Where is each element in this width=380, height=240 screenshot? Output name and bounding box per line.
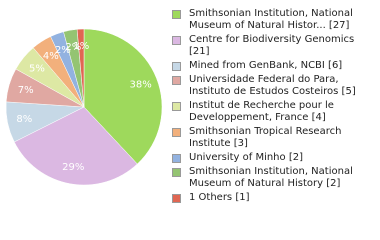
legend-swatch	[172, 76, 181, 85]
legend-label: Smithsonian Institution, National Museum…	[189, 8, 353, 31]
data-label: 2%	[65, 42, 81, 53]
data-label: 5%	[29, 63, 45, 74]
legend-swatch	[172, 154, 181, 163]
legend-swatch	[172, 168, 181, 177]
pie-slice	[76, 28, 85, 108]
data-label: 8%	[16, 114, 32, 125]
data-label: 7%	[18, 85, 34, 96]
data-label: 29%	[62, 162, 84, 173]
legend-label: 1 Others [1]	[189, 192, 250, 203]
legend-item: Mined from GenBank, NCBI [6]	[172, 60, 377, 72]
legend-swatch	[172, 62, 181, 71]
legend-label: University of Minho [2]	[189, 152, 303, 163]
legend-item: Smithsonian Institution, National Museum…	[172, 166, 377, 190]
legend-swatch	[172, 128, 181, 137]
legend: Smithsonian Institution, National Museum…	[172, 8, 377, 204]
legend-label: Centre for Biodiversity Genomics [21]	[189, 34, 355, 57]
legend-item: University of Minho [2]	[172, 152, 377, 164]
legend-swatch	[172, 102, 181, 111]
legend-label: Institut de Recherche pour le Developpem…	[189, 100, 334, 123]
data-label: 1%	[73, 41, 89, 52]
legend-swatch	[172, 36, 181, 45]
legend-label: Smithsonian Tropical Research Institute …	[189, 126, 342, 149]
legend-label: Universidade Federal do Para, Instituto …	[189, 74, 356, 97]
legend-label: Mined from GenBank, NCBI [6]	[189, 60, 343, 71]
pie-slice	[83, 28, 163, 165]
pie-slice	[13, 106, 138, 186]
legend-swatch	[172, 194, 181, 203]
legend-item: Institut de Recherche pour le Developpem…	[172, 100, 377, 124]
legend-item: Smithsonian Tropical Research Institute …	[172, 126, 377, 150]
data-label: 2%	[55, 45, 71, 56]
pie: 38%29%8%7%5%4%2%2%1%	[5, 28, 163, 186]
legend-item: 1 Others [1]	[172, 192, 377, 204]
legend-item: Centre for Biodiversity Genomics [21]	[172, 34, 377, 58]
data-label: 38%	[129, 80, 151, 91]
legend-swatch	[172, 10, 181, 19]
legend-label: Smithsonian Institution, National Museum…	[189, 166, 353, 189]
data-label: 4%	[43, 51, 59, 62]
legend-item: Smithsonian Institution, National Museum…	[172, 8, 377, 32]
legend-item: Universidade Federal do Para, Instituto …	[172, 74, 377, 98]
